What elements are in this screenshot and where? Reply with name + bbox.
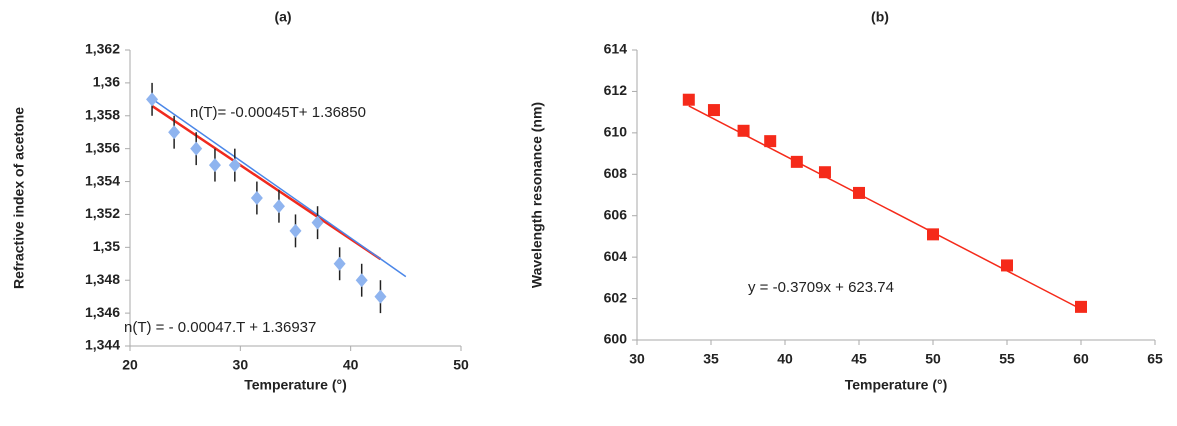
point <box>374 289 387 304</box>
y-tick-label: 608 <box>604 165 628 181</box>
y-tick-label: 610 <box>604 124 628 140</box>
point <box>355 273 368 288</box>
y-tick-label: 606 <box>604 206 628 222</box>
point <box>707 104 720 117</box>
point <box>146 92 159 107</box>
point <box>333 256 346 271</box>
x-tick-label: 55 <box>999 351 1015 367</box>
point <box>1001 259 1013 272</box>
y-tick-label: 604 <box>604 248 628 264</box>
point <box>250 191 263 205</box>
x-tick-label: 40 <box>777 351 793 367</box>
y-tick-label: 1,362 <box>85 41 120 57</box>
x-tick-label: 65 <box>1147 351 1163 367</box>
point <box>311 215 324 230</box>
point <box>682 93 695 106</box>
equation: y = -0.3709x + 623.74 <box>748 279 894 296</box>
equation: n(T)= -0.00045T+ 1.36850 <box>190 104 366 121</box>
y-tick-label: 1,36 <box>93 74 120 90</box>
y-tick-label: 1,35 <box>93 238 120 254</box>
x-tick-label: 40 <box>343 357 359 373</box>
point <box>764 135 777 148</box>
equation: n(T) = - 0.00047.T + 1.36937 <box>124 319 316 336</box>
chart-title: (a) <box>274 9 291 25</box>
y-tick-label: 600 <box>604 331 628 347</box>
fit-line <box>151 104 382 261</box>
x-tick-label: 30 <box>629 351 645 367</box>
y-tick-label: 1,344 <box>85 337 120 353</box>
x-tick-label: 30 <box>233 357 249 373</box>
x-tick-label: 45 <box>851 351 867 367</box>
y-tick-label: 1,354 <box>85 172 120 188</box>
x-tick-label: 50 <box>925 351 941 367</box>
point <box>1075 300 1087 313</box>
y-tick-label: 602 <box>604 289 628 305</box>
point <box>190 141 203 156</box>
y-tick-label: 1,358 <box>85 106 120 122</box>
fit-line <box>688 105 1082 310</box>
x-axis-label: Temperature (°) <box>845 377 948 393</box>
y-tick-label: 1,352 <box>85 205 120 221</box>
chart-title: (b) <box>871 9 889 25</box>
point <box>737 124 750 137</box>
fit-line <box>151 98 407 278</box>
point <box>853 186 865 199</box>
point <box>208 158 221 173</box>
x-tick-label: 20 <box>122 357 138 373</box>
x-tick-label: 35 <box>703 351 719 367</box>
point <box>289 223 302 238</box>
y-tick-label: 1,346 <box>85 304 120 320</box>
point <box>790 155 803 168</box>
point <box>272 199 285 214</box>
point <box>228 158 241 173</box>
x-tick-label: 50 <box>453 357 469 373</box>
y-axis-label: Refractive index of acetone <box>11 107 27 289</box>
y-axis-label: Wavelength resonance (nm) <box>529 102 545 288</box>
x-axis-label: Temperature (°) <box>244 377 347 393</box>
point <box>818 166 831 179</box>
y-tick-label: 1,356 <box>85 139 120 155</box>
y-tick-label: 1,348 <box>85 271 120 287</box>
point <box>927 228 939 241</box>
y-tick-label: 612 <box>604 82 628 98</box>
point <box>168 125 181 140</box>
y-tick-label: 614 <box>604 41 628 57</box>
x-tick-label: 60 <box>1073 351 1089 367</box>
